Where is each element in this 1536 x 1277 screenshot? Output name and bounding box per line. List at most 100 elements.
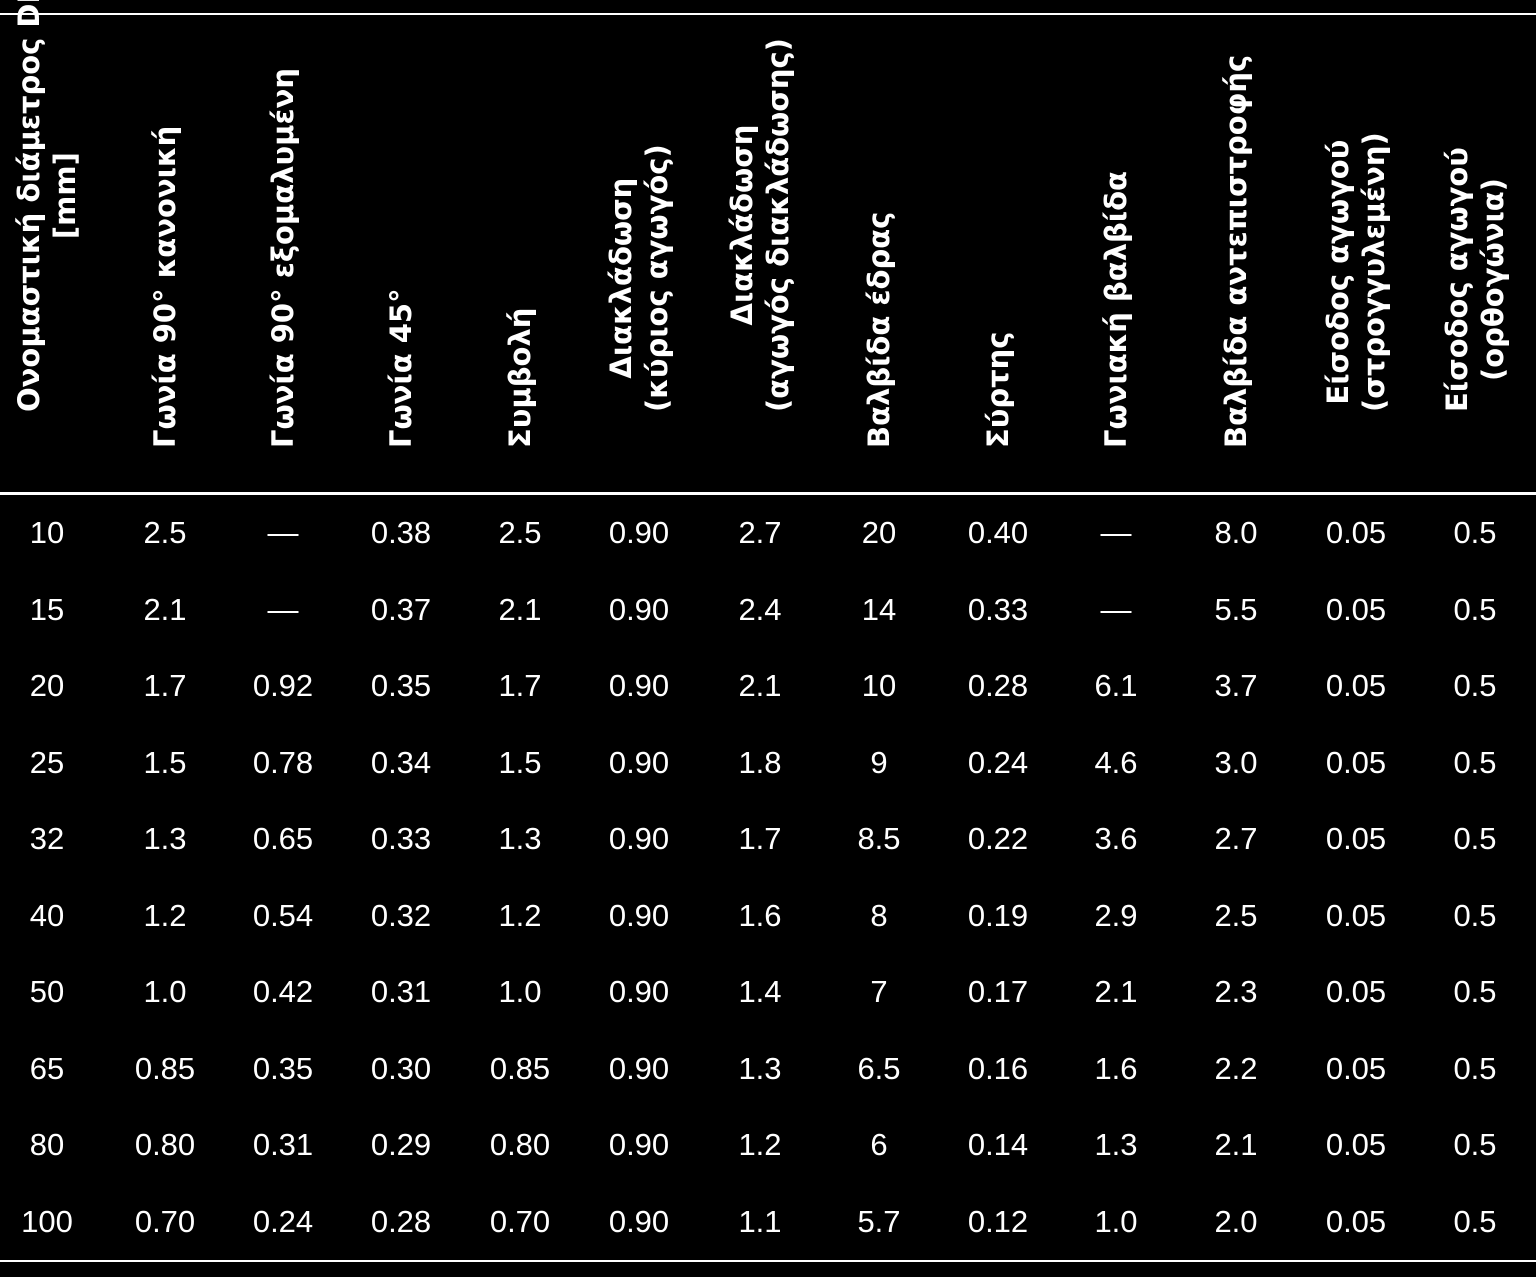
column-header-label: Γωνία 45° — [383, 288, 419, 448]
table-cell: 0.80 — [134, 1127, 196, 1162]
column-header-line: Βαλβίδα έδρας — [862, 211, 896, 448]
column-header-label: Βαλβίδα έδρας — [861, 212, 897, 448]
table-cell: 1.2 — [498, 897, 542, 933]
table-cell: 2.5 — [1214, 897, 1258, 933]
table-cell: 0.54 — [252, 897, 314, 933]
table-cell: 0.05 — [1325, 515, 1387, 550]
table-cell: 0.05 — [1325, 591, 1387, 627]
column-header: Βαλβίδα έδρας — [820, 15, 938, 492]
table-cell: 0.78 — [252, 744, 314, 780]
column-header-line: Διακλάδωση — [604, 177, 638, 379]
table-cell: 1.0 — [1094, 1203, 1138, 1239]
table-cell: 1.6 — [1094, 1050, 1138, 1086]
table-cell: 0.31 — [370, 974, 432, 1009]
table-cell: 1.3 — [143, 821, 187, 856]
table-cell: 1.3 — [498, 821, 542, 856]
table-cell: 2.5 — [143, 515, 187, 550]
table-cell: 0.35 — [370, 668, 432, 703]
table-cell: 0.05 — [1325, 1203, 1387, 1239]
table-cell: 6.1 — [1094, 668, 1138, 703]
table-cell: 0.90 — [608, 515, 670, 550]
table-cell: 0.5 — [1453, 1050, 1497, 1086]
table-cell: 1.1 — [738, 1203, 782, 1239]
table-cell: 0.42 — [252, 974, 314, 1009]
table-row: 32 1.3 0.65 0.33 1.3 0.90 1.7 8.5 0.22 3.6 2.7 0.05… — [0, 801, 1536, 878]
table-cell: 0.40 — [967, 515, 1029, 550]
table-cell: — — [1100, 515, 1132, 550]
table-cell: — — [267, 591, 299, 627]
table-cell: 1.3 — [1094, 1127, 1138, 1162]
table-cell: 15 — [29, 591, 65, 627]
table-cell: 0.24 — [967, 744, 1029, 780]
table-cell: 0.90 — [608, 897, 670, 933]
table-cell: 9 — [870, 744, 888, 780]
table-cell: 7 — [870, 974, 888, 1009]
table-cell: 0.90 — [608, 744, 670, 780]
column-header: Ονομαστική διάμετρος DN [mm] — [0, 0, 106, 492]
table-row: 20 1.7 0.92 0.35 1.7 0.90 2.1 10 0.28 6.1 3.7 0.05 0… — [0, 648, 1536, 725]
table-cell: 2.2 — [1214, 1050, 1258, 1086]
column-header-label: Βαλβίδα αντεπιστροφής — [1218, 55, 1254, 448]
table-header-row: Ονομαστική διάμετρος DN [mm] Γωνία 90° καν… — [0, 0, 1536, 492]
table-cell: 1.3 — [738, 1050, 782, 1086]
table-cell: 1.0 — [143, 974, 187, 1009]
table-cell: 0.17 — [967, 974, 1029, 1009]
table-cell: 1.2 — [738, 1127, 782, 1162]
table-row: 25 1.5 0.78 0.34 1.5 0.90 1.8 9 0.24 4.6 3.0 0.05 0.… — [0, 725, 1536, 802]
table-cell: 0.90 — [608, 974, 670, 1009]
table-cell: 0.5 — [1453, 974, 1497, 1009]
table-cell: 65 — [29, 1050, 65, 1086]
table-cell: 1.6 — [738, 897, 782, 933]
table-cell: 0.90 — [608, 821, 670, 856]
column-header-label: Διακλάδωση (κύριος αγωγός) — [603, 144, 675, 412]
column-header-label: Ονομαστική διάμετρος DN [mm] — [11, 0, 83, 412]
column-header-line: Γωνία 90° κανονική — [148, 125, 182, 448]
column-header: Γωνιακή βαλβίδα — [1057, 15, 1175, 492]
table-cell: 50 — [29, 974, 65, 1009]
table-cell: 20 — [29, 668, 65, 703]
table-cell: — — [1100, 591, 1132, 627]
column-header: Διακλάδωση (αγωγός διακλάδωσης) — [701, 15, 819, 492]
table-cell: 0.5 — [1453, 668, 1497, 703]
table-cell: 100 — [21, 1203, 73, 1239]
column-header-line: (αγωγός διακλάδωσης) — [761, 38, 795, 412]
table-cell: 0.85 — [489, 1050, 551, 1086]
table-cell: 2.4 — [738, 591, 782, 627]
table-cell: 0.70 — [489, 1203, 551, 1239]
table-cell: 0.28 — [967, 668, 1029, 703]
table-cell: 0.5 — [1453, 591, 1497, 627]
table-cell: 0.14 — [967, 1127, 1029, 1162]
table-cell: 5.5 — [1214, 591, 1258, 627]
table-cell: 5.7 — [857, 1203, 901, 1239]
table-cell: 0.80 — [489, 1127, 551, 1162]
column-header: Γωνία 90° εξομαλυμένη — [224, 15, 342, 492]
column-header-label: Σύρτης — [980, 332, 1016, 449]
table-cell: 0.92 — [252, 668, 314, 703]
table-row: 15 2.1 — 0.37 2.1 0.90 2.4 14 0.33 — 5.5 0.05 0.5 — [0, 572, 1536, 649]
table-cell: 25 — [29, 744, 65, 780]
table-cell: 32 — [29, 821, 65, 856]
table-row: 10 2.5 — 0.38 2.5 0.90 2.7 20 0.40 — 8.0 0.05 0.5 — [0, 495, 1536, 572]
table-cell: 80 — [29, 1127, 65, 1162]
table-cell: 2.0 — [1214, 1203, 1258, 1239]
table-cell: 6 — [870, 1127, 888, 1162]
table-cell: 0.19 — [967, 897, 1029, 933]
table-cell: 0.85 — [134, 1050, 196, 1086]
table-cell: 1.2 — [143, 897, 187, 933]
column-header-line: Διακλάδωση — [725, 124, 759, 326]
column-header-label: Διακλάδωση (αγωγός διακλάδωσης) — [724, 38, 796, 412]
column-header-line: Γωνία 45° — [384, 288, 418, 448]
column-header-line: (κύριος αγωγός) — [640, 144, 674, 412]
table-cell: 0.29 — [370, 1127, 432, 1162]
table-cell: 0.05 — [1325, 1050, 1387, 1086]
table-cell: 3.0 — [1214, 744, 1258, 780]
table-cell: 0.5 — [1453, 897, 1497, 933]
table-cell: 0.35 — [252, 1050, 314, 1086]
table-cell: 0.90 — [608, 1127, 670, 1162]
column-header-line: Γωνιακή βαλβίδα — [1099, 171, 1133, 448]
table-row: 65 0.85 0.35 0.30 0.85 0.90 1.3 6.5 0.16 1.6 2.2 0.… — [0, 1031, 1536, 1108]
table-cell: 1.0 — [498, 974, 542, 1009]
column-header-label: Γωνία 90° κανονική — [147, 126, 183, 448]
table-cell: 0.90 — [608, 591, 670, 627]
